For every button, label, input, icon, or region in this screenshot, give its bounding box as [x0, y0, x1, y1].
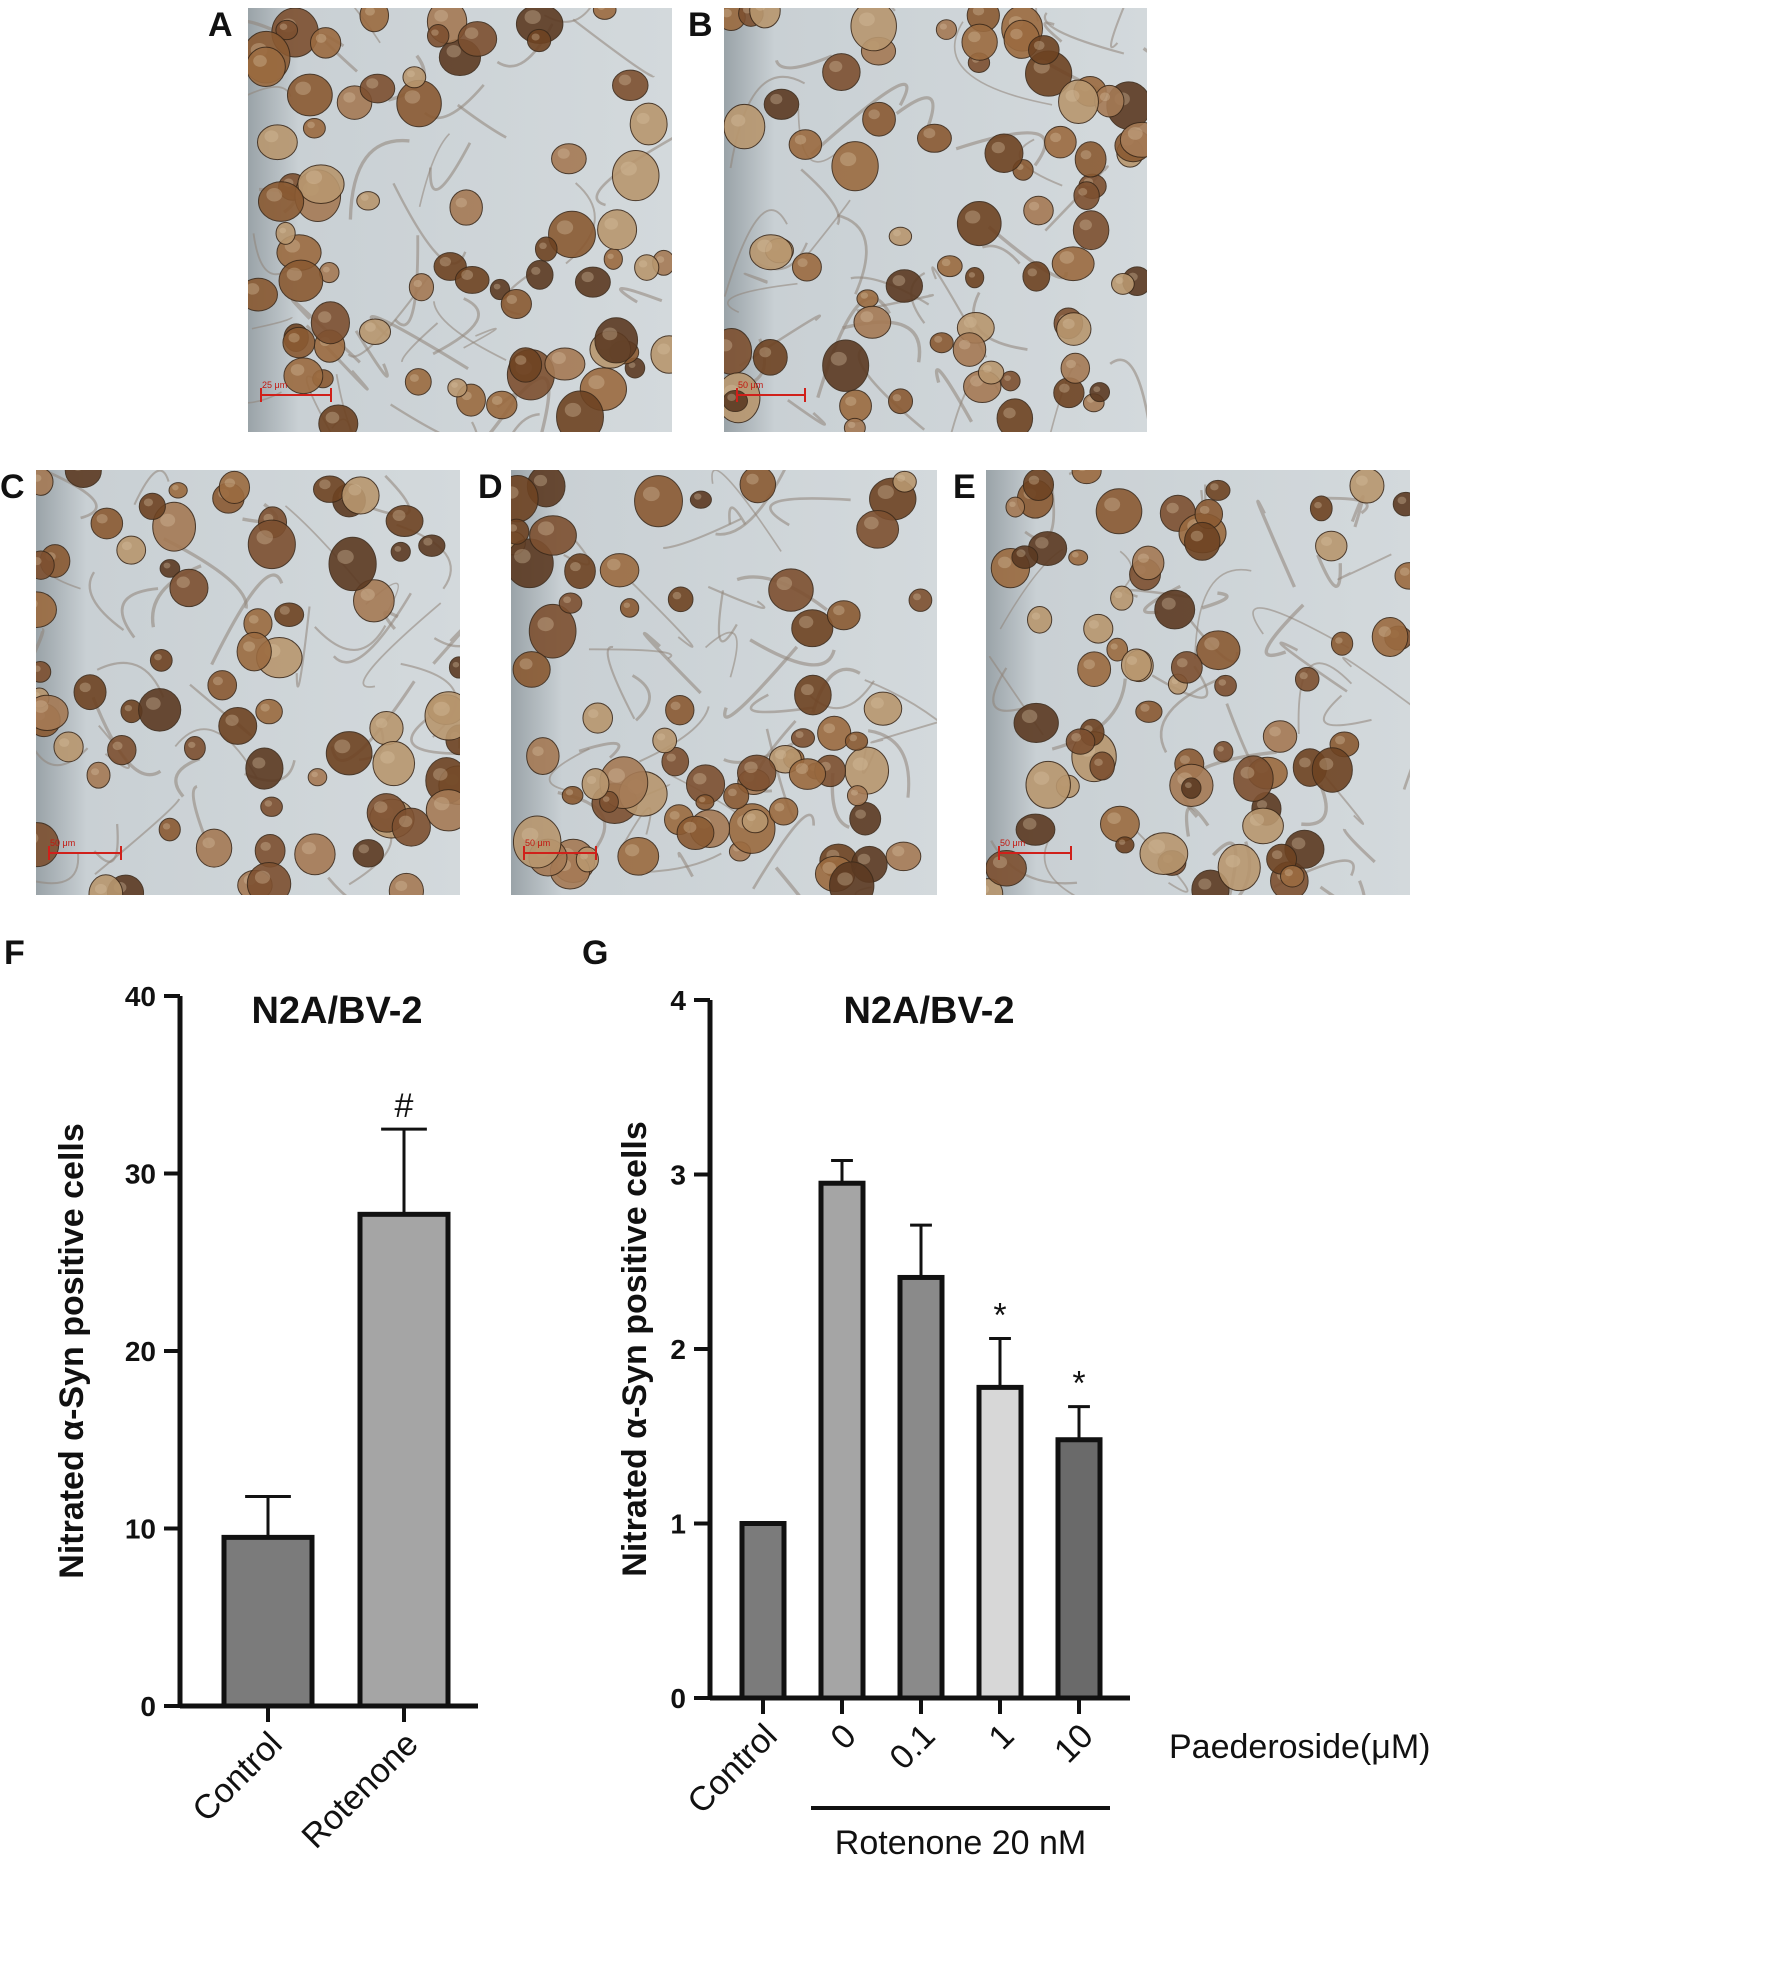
micrograph-d: 50 μm	[511, 470, 937, 895]
micrograph-e-image	[986, 470, 1410, 895]
significance-mark-4: *	[1072, 1365, 1085, 1403]
panel-letter-c: C	[0, 468, 25, 506]
scale-bar-a	[260, 388, 332, 402]
scale-bar-d	[523, 846, 597, 860]
bar-0	[739, 1521, 787, 1701]
y-tick-label: 1	[670, 1509, 686, 1540]
micrograph-c: 50 μm	[36, 470, 460, 895]
x-tick-label-1: Rotenone	[295, 1725, 426, 1856]
x-tick-label-3: 1	[981, 1717, 1021, 1757]
micrograph-c-image	[36, 470, 460, 895]
y-tick-label: 0	[140, 1691, 156, 1722]
panel-letter-f: F	[4, 934, 25, 972]
chart-f: N2A/BV-2 Nitrated α-Syn positive cells 0 10…	[53, 981, 478, 1856]
chart-g: N2A/BV-2 Nitrated α-Syn positive cells 0 1 2…	[616, 985, 1430, 1862]
bar-2	[897, 1274, 945, 1701]
scale-bar-e	[998, 846, 1072, 860]
y-tick-label: 40	[125, 981, 156, 1012]
micrograph-e: 50 μm	[986, 470, 1410, 895]
y-tick-label: 10	[125, 1514, 156, 1545]
panel-letter-e: E	[953, 468, 976, 506]
significance-mark-3: *	[993, 1297, 1006, 1335]
micrograph-d-image	[511, 470, 937, 895]
y-axis-label: Nitrated α-Syn positive cells	[53, 1123, 91, 1578]
bar-1	[818, 1180, 866, 1701]
micrograph-a-image	[248, 8, 672, 432]
scale-label-d: 50 μm	[525, 838, 551, 848]
significance-mark-1: #	[395, 1087, 414, 1125]
y-tick-label: 20	[125, 1336, 156, 1367]
x-tick-label-0: Control	[185, 1725, 289, 1829]
panel-letter-d: D	[478, 468, 503, 506]
micrograph-a: 25 μm	[248, 8, 672, 432]
scale-label-c: 50 μm	[50, 838, 76, 848]
x-tick-label-1: 0	[823, 1717, 863, 1757]
scale-bar-c	[48, 846, 122, 860]
scale-label-a: 25 μm	[262, 380, 288, 390]
x-axis-label: Paederoside(μM)	[1169, 1728, 1430, 1766]
y-tick-label: 4	[670, 985, 686, 1016]
scale-bar-b	[736, 388, 806, 402]
bar-3	[976, 1384, 1024, 1701]
chart-title: N2A/BV-2	[251, 990, 422, 1032]
panel-letter-a: A	[208, 6, 233, 44]
group-label: Rotenone 20 nM	[835, 1824, 1086, 1862]
bar-0	[221, 1534, 315, 1709]
y-tick-label: 30	[125, 1159, 156, 1190]
x-tick-label-2: 0.1	[882, 1717, 942, 1777]
scale-label-b: 50 μm	[738, 380, 764, 390]
y-axis-label: Nitrated α-Syn positive cells	[616, 1121, 654, 1576]
x-tick-label-0: Control	[680, 1717, 784, 1821]
x-tick-label-4: 10	[1047, 1717, 1101, 1771]
micrograph-b: 50 μm	[724, 8, 1147, 432]
y-tick-label: 0	[670, 1683, 686, 1714]
panel-letter-g: G	[582, 934, 609, 972]
scale-label-e: 50 μm	[1000, 838, 1026, 848]
y-tick-label: 2	[670, 1334, 686, 1365]
bar-1	[357, 1211, 451, 1709]
y-tick-label: 3	[670, 1160, 686, 1191]
micrograph-b-image	[724, 8, 1147, 432]
panel-letter-b: B	[688, 6, 713, 44]
bar-4	[1055, 1437, 1103, 1701]
chart-title: N2A/BV-2	[843, 990, 1014, 1032]
